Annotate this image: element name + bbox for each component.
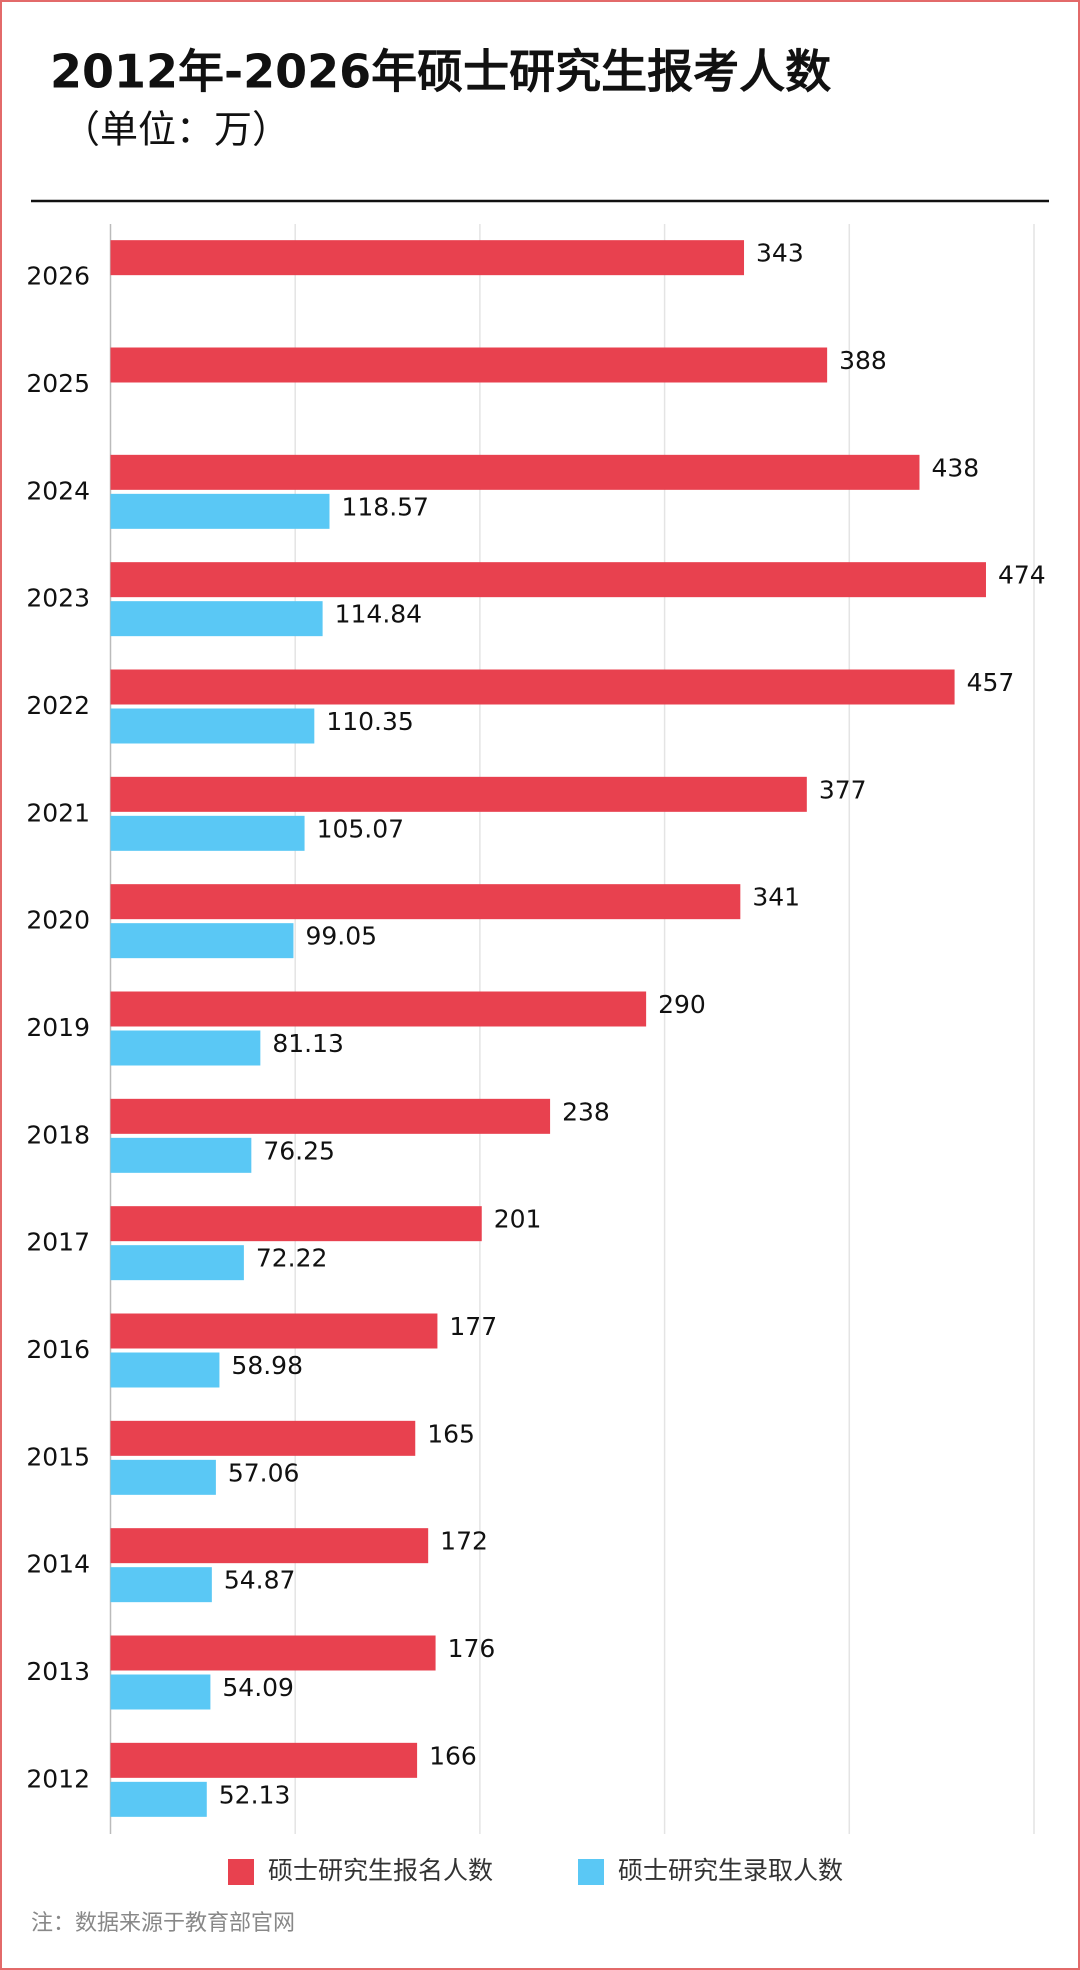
chart-title: 2012年-2026年硕士研究生报考人数 (50, 45, 831, 99)
value-label: 57.06 (228, 1458, 300, 1487)
value-label: 72.22 (256, 1244, 328, 1273)
legend-swatch (228, 1859, 254, 1885)
y-tick-label: 2020 (26, 906, 90, 935)
bar (110, 562, 986, 598)
value-label: 52.13 (219, 1780, 291, 1809)
y-tick-label: 2025 (26, 369, 90, 398)
bar (110, 240, 745, 276)
y-tick-label: 2017 (26, 1228, 90, 1257)
bar (110, 815, 305, 851)
value-label: 341 (752, 883, 800, 912)
value-label: 165 (427, 1419, 475, 1448)
value-label: 58.98 (231, 1351, 303, 1380)
bar (110, 1674, 211, 1710)
bar (110, 776, 807, 812)
bar (110, 1352, 220, 1388)
bar (110, 1245, 244, 1281)
value-label: 290 (658, 990, 706, 1019)
bar (110, 991, 647, 1027)
legend-label: 硕士研究生报名人数 (268, 1856, 493, 1885)
value-label: 99.05 (305, 922, 377, 951)
bar (110, 708, 315, 744)
value-label: 76.25 (263, 1136, 335, 1165)
y-tick-label: 2014 (26, 1550, 90, 1579)
y-tick-label: 2013 (26, 1657, 90, 1686)
bar (110, 1137, 252, 1173)
value-label: 54.87 (224, 1566, 296, 1595)
bar (110, 1030, 261, 1066)
bar (110, 1206, 482, 1242)
value-label: 377 (819, 775, 867, 804)
bar (110, 1098, 551, 1134)
value-label: 105.07 (317, 814, 404, 843)
value-label: 81.13 (272, 1029, 344, 1058)
value-label: 343 (756, 239, 804, 268)
bar (110, 1528, 429, 1564)
bar (110, 1781, 207, 1817)
bar (110, 669, 955, 705)
bar (110, 454, 920, 490)
bar (110, 923, 294, 959)
value-label: 388 (839, 346, 887, 375)
value-label: 172 (440, 1527, 488, 1556)
bar (110, 884, 741, 920)
y-tick-label: 2012 (26, 1764, 90, 1793)
y-tick-label: 2026 (26, 262, 90, 291)
value-label: 201 (494, 1205, 542, 1234)
bar (110, 1742, 418, 1778)
y-tick-label: 2015 (26, 1442, 90, 1471)
y-tick-label: 2023 (26, 584, 90, 613)
y-tick-label: 2024 (26, 476, 90, 505)
bar (110, 493, 330, 529)
legend-swatch (578, 1859, 604, 1885)
value-label: 176 (448, 1634, 496, 1663)
bar (110, 1567, 212, 1603)
value-label: 114.84 (335, 600, 422, 629)
value-label: 110.35 (326, 707, 413, 736)
value-label: 166 (429, 1741, 477, 1770)
value-label: 177 (449, 1312, 497, 1341)
bar (110, 601, 323, 637)
bar (110, 347, 828, 383)
value-label: 438 (931, 453, 979, 482)
bar (110, 1635, 436, 1671)
legend-label: 硕士研究生录取人数 (618, 1856, 843, 1885)
value-label: 474 (998, 561, 1046, 590)
bar (110, 1459, 216, 1495)
y-tick-label: 2019 (26, 1013, 90, 1042)
value-label: 118.57 (341, 492, 428, 521)
value-label: 54.09 (222, 1673, 294, 1702)
y-tick-label: 2022 (26, 691, 90, 720)
y-tick-label: 2021 (26, 798, 90, 827)
y-tick-label: 2016 (26, 1335, 90, 1364)
chart-subtitle: （单位：万） (62, 108, 290, 152)
value-label: 457 (967, 668, 1015, 697)
value-label: 238 (562, 1097, 610, 1126)
note: 注：数据来源于教育部官网 (31, 1911, 295, 1936)
y-tick-label: 2018 (26, 1120, 90, 1149)
bar (110, 1420, 416, 1456)
bar (110, 1313, 438, 1349)
